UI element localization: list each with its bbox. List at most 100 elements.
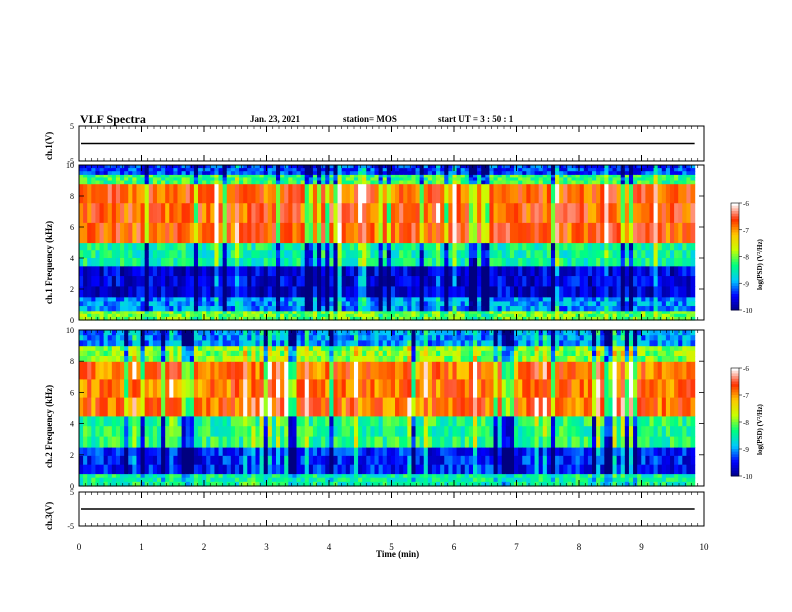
spectrogram-cell [271,415,277,427]
spectrogram-cell [193,177,199,182]
spectrogram-cell [259,481,265,487]
spectrogram-cell [374,477,380,483]
spectrogram-cell [477,183,482,204]
spectrogram-cell [563,286,568,298]
spectrogram-cell [509,168,515,172]
spectrogram-cell [124,330,129,336]
spectrogram-cell [514,180,519,185]
spectrogram-cell [202,426,207,438]
spectrogram-cell [477,301,482,307]
spectrogram-cell [189,316,195,321]
spectrogram-cell [341,222,347,244]
spectrogram-cell [115,180,121,185]
spectrogram-cell [415,203,421,224]
spectrogram-cell [624,171,630,175]
spectrogram-cell [185,426,191,438]
spectrogram-cell [124,174,129,178]
spectrogram-cell [657,222,663,244]
spectrogram-cell [87,345,92,352]
spectrogram-cell [255,265,261,277]
spectrogram-cell [596,258,601,267]
spectrogram-cell [136,477,142,483]
spectrogram-cell [427,258,433,267]
spectrogram-cell [563,258,568,267]
spectrogram-cell [399,222,404,244]
spectrogram-cell [370,397,376,417]
spectrogram-cell [444,276,449,288]
spectrogram-cell [107,310,113,315]
spectrogram-cell [542,286,548,298]
spectrogram-cell [198,464,203,475]
spectrogram-cell [604,306,610,312]
spectrogram-cell [136,177,142,182]
spectrogram-cell [559,183,564,204]
spectrogram-cell [345,177,351,182]
spectrogram-cell [308,313,314,318]
spectrogram-cell [358,168,363,172]
spectrogram-cell [148,379,154,399]
spectrogram-cell [202,345,207,352]
spectrogram-cell [312,473,318,479]
spectrogram-cell [345,345,351,352]
spectrogram-cell [280,436,285,448]
spectrogram-cell [284,473,289,479]
spectrogram-cell [230,447,236,457]
spectrogram-cell [251,397,257,417]
spectrogram-cell [132,426,138,438]
spectrogram-cell [641,183,646,204]
spectrogram-cell [181,356,187,362]
spectrogram-cell [276,436,281,448]
spectrogram-cell [247,330,252,336]
spectrogram-cell [395,177,400,182]
spectrogram-cell [612,306,618,312]
spectrogram-cell [255,174,261,178]
spectrogram-cell [79,415,84,427]
spectrogram-cell [477,171,482,175]
spectrogram-cell [79,222,84,244]
spectrogram-cell [251,345,257,352]
spectrogram-cell [95,177,101,182]
spectrogram-cell [378,426,384,438]
spectrogram-cell [284,481,289,487]
spectrogram-cell [83,276,88,288]
spectrogram-cell [563,177,568,182]
spectrogram-cell [288,276,294,288]
spectrogram-cell [312,171,318,175]
spectrogram-cell [567,276,573,288]
spectrogram-cell [419,222,425,244]
spectrogram-cell [210,350,216,357]
spectrogram-cell [189,250,195,259]
spectrogram-cell [292,345,298,352]
spectrogram-cell [431,301,437,307]
spectrogram-cell [555,250,560,259]
spectrogram-cell [382,379,388,399]
spectrogram-cell [230,361,236,380]
spectrogram-cell [99,310,105,315]
spectrogram-cell [296,250,302,259]
spectrogram-cell [312,356,318,362]
spectrogram-cell [296,447,302,457]
spectrogram-cell [436,306,441,312]
spectrogram-cell [103,310,109,315]
spectrogram-cell [218,397,224,417]
spectrogram-cell [628,296,634,302]
spectrogram-cell [374,203,380,224]
spectrogram-cell [136,165,142,169]
colorbar-swatch [731,240,739,244]
spectrogram-cell [325,286,330,298]
spectrogram-cell [341,265,347,277]
spectrogram-cell [329,464,335,475]
spectrogram-cell [489,296,495,302]
spectrogram-cell [518,177,523,182]
spectrogram-cell [678,180,683,185]
spectrogram-cell [415,183,421,204]
spectrogram-cell [489,168,495,172]
spectrogram-cell [259,250,265,259]
spectrogram-cell [124,276,129,288]
spectrogram-cell [111,171,117,175]
spectrogram-cell [329,174,335,178]
spectrogram-cell [386,265,392,277]
spectrogram-cell [431,171,437,175]
spectrogram-cell [280,301,285,307]
spectrogram-cell [132,301,138,307]
